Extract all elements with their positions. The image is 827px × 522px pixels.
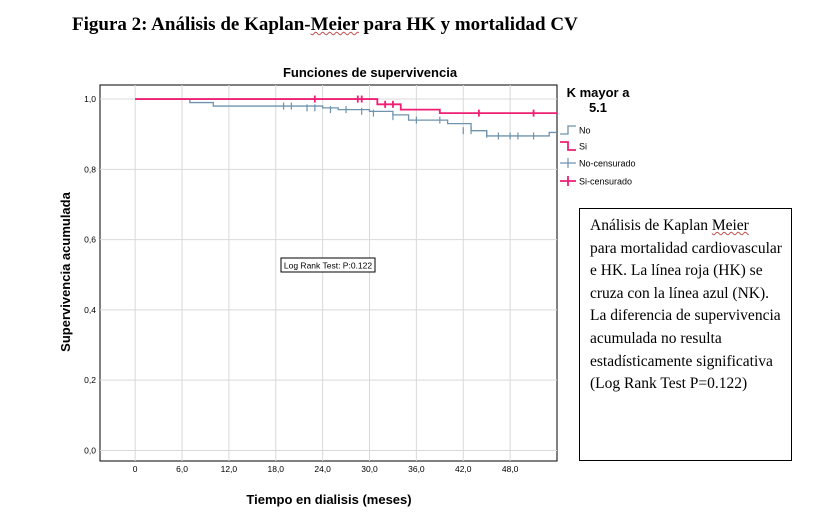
- legend-title: K mayor a 5.1: [548, 85, 648, 115]
- grid-lines: [100, 85, 557, 461]
- x-tick-label: 48,0: [502, 464, 519, 474]
- legend-title-line2: 5.1: [588, 100, 608, 115]
- survival-curve-si: [135, 98, 557, 115]
- plot-area: [99, 84, 558, 462]
- log-rank-annotation: Log Rank Test: P:0.122: [280, 257, 376, 273]
- y-tick-labels: 0,0 0,2 0,4 0,6 0,8 1,0: [84, 94, 96, 455]
- analysis-note: Análisis de Kaplan Meier para mortalidad …: [579, 208, 792, 461]
- x-tick-label: 18,0: [267, 464, 284, 474]
- chart-title: Funciones de supervivencia: [283, 65, 458, 80]
- x-axis-label: Tiempo en dialisis (meses): [246, 492, 411, 507]
- x-tick-labels: 0 6,0 12,0 18,0 24,0 30,0 36,0 42,0 48,0: [133, 464, 519, 474]
- legend-label: Si: [579, 142, 587, 152]
- x-tick-label: 30,0: [361, 464, 378, 474]
- legend-label: No-censurado: [579, 159, 636, 169]
- legend: No Si No-censurado Si-censurado: [560, 125, 636, 187]
- y-tick-label: 1,0: [84, 94, 96, 104]
- legend-symbol-no: [560, 125, 576, 135]
- note-underlined-word: Meier: [711, 217, 749, 234]
- legend-label: Si-censurado: [579, 177, 632, 187]
- x-tick-label: 42,0: [455, 464, 472, 474]
- y-axis-label: Supervivencia acumulada: [58, 191, 73, 351]
- x-tick-label: 6,0: [176, 464, 188, 474]
- x-tick-label: 0: [133, 464, 138, 474]
- log-rank-text: Log Rank Test: P:0.122: [284, 261, 372, 271]
- legend-label: No: [579, 126, 591, 136]
- legend-symbol-no-censored: [560, 158, 576, 168]
- y-tick-label: 0,6: [84, 235, 96, 245]
- figure-title: Figura 2: Análisis de Kaplan-Meier para …: [72, 14, 578, 35]
- legend-symbol-si-censored: [560, 176, 576, 186]
- note-body: para mortalidad cardiovascular e HK. La …: [590, 239, 782, 393]
- legend-symbol-si: [560, 141, 576, 151]
- x-tick-label: 36,0: [408, 464, 425, 474]
- x-tick-label: 12,0: [221, 464, 238, 474]
- y-tick-label: 0,2: [84, 375, 96, 385]
- y-tick-label: 0,8: [84, 164, 96, 174]
- x-tick-label: 24,0: [314, 464, 331, 474]
- y-tick-label: 0,0: [84, 445, 96, 455]
- legend-title-line1: K mayor a: [566, 85, 630, 100]
- y-tick-label: 0,4: [84, 305, 96, 315]
- series-layer: [135, 95, 557, 140]
